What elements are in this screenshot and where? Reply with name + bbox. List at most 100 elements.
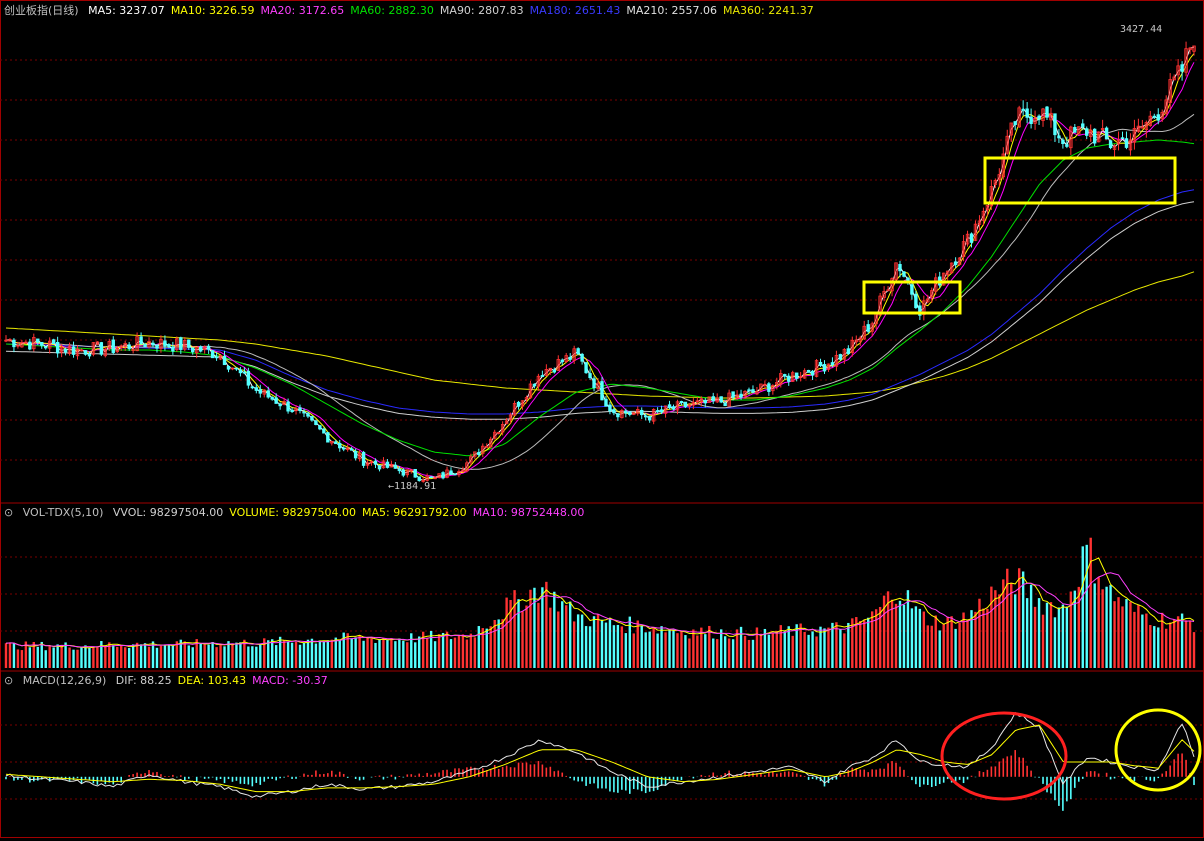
volume-bar: [827, 627, 830, 668]
candle-body: [675, 401, 680, 411]
candle-body: [1144, 122, 1149, 131]
volume-bar: [517, 599, 520, 668]
candle-body: [584, 362, 588, 374]
volume-bar: [120, 645, 123, 668]
volume-bar: [104, 645, 107, 668]
candle-body: [1089, 129, 1093, 138]
volume-bar: [203, 644, 206, 668]
volume-bar: [676, 633, 679, 668]
candle-body: [369, 461, 374, 464]
candle-body: [453, 473, 457, 476]
candlesticks: [4, 41, 1196, 483]
candle-body: [1140, 126, 1145, 129]
candle-body: [8, 339, 12, 342]
volume-bar: [366, 637, 369, 668]
volume-bar: [1010, 582, 1013, 668]
candle-body: [477, 452, 481, 456]
candle-body: [155, 344, 159, 349]
candle-body: [556, 359, 560, 371]
volume-bar: [429, 630, 433, 668]
candle-body: [977, 220, 982, 225]
candle-body: [210, 350, 215, 359]
highlight-circle-yellow: [1114, 708, 1202, 792]
volume-bar: [274, 645, 278, 668]
volume-bar: [159, 645, 163, 668]
volume-bar: [811, 631, 814, 668]
volume-bar: [48, 646, 51, 668]
candle-body: [524, 397, 529, 400]
candle-body: [965, 233, 970, 245]
candle-body: [580, 353, 584, 362]
ma60-line: [5, 139, 1195, 457]
candle-body: [1025, 108, 1029, 118]
candle-body: [771, 385, 775, 392]
candle-body: [298, 407, 302, 412]
volume-bar: [938, 630, 941, 668]
candle-body: [345, 447, 350, 450]
index-title: 创业板指(日线): [4, 4, 79, 17]
candle-body: [294, 408, 298, 412]
candle-body: [691, 401, 696, 406]
volume-bar: [1057, 607, 1061, 668]
volume-bar: [239, 642, 242, 668]
volume-bar: [1093, 583, 1096, 668]
candle-body: [810, 370, 815, 376]
candle-body: [775, 382, 779, 386]
candle-body: [699, 398, 704, 403]
volume-bar: [902, 604, 906, 668]
candle-body: [51, 339, 56, 345]
candle-body: [632, 412, 636, 415]
candle-body: [195, 346, 199, 354]
volume-bar: [672, 629, 675, 668]
ma-legend-1: MA10: 3226.59: [170, 4, 255, 17]
candle-body: [604, 398, 608, 407]
volume-bar: [719, 629, 723, 668]
volume-bar: [970, 610, 973, 668]
volume-bar: [493, 620, 496, 668]
volume-bar: [457, 635, 461, 668]
candle-body: [163, 340, 167, 347]
volume-bar: [986, 608, 989, 668]
candle-body: [711, 396, 715, 402]
candle-body: [715, 397, 719, 403]
volume-bar: [139, 644, 143, 668]
candle-body: [87, 353, 92, 357]
candle-body: [111, 339, 115, 353]
candle-body: [143, 344, 147, 348]
volume-bar: [1117, 597, 1120, 668]
candle-body: [1037, 115, 1041, 120]
volume-bar: [298, 644, 302, 668]
candle-body: [842, 349, 847, 360]
ma90-line: [5, 113, 1195, 470]
candle-body: [28, 341, 32, 350]
volume-bar: [886, 591, 890, 668]
volume-bar: [588, 626, 592, 668]
candle-body: [1021, 108, 1025, 111]
candle-body: [481, 445, 485, 454]
candle-body: [1112, 146, 1117, 150]
candle-body: [1085, 128, 1089, 136]
candle-body: [616, 413, 620, 418]
volume-bar: [549, 607, 552, 668]
candle-body: [258, 389, 262, 394]
candle-body: [147, 340, 151, 348]
volume-bar: [497, 619, 500, 668]
volume-bar: [1161, 612, 1164, 668]
volume-bars: [4, 537, 1196, 668]
candle-body: [504, 420, 509, 425]
volume-bar: [481, 628, 484, 668]
volume-bar: [668, 630, 671, 668]
macd-header: ⊙ MACD(12,26,9) DIF: 88.25 DEA: 103.43 MAC…: [4, 674, 340, 688]
volume-bar: [425, 637, 429, 668]
volume-bar: [894, 603, 898, 668]
candle-body: [834, 355, 839, 367]
volume-bar: [1029, 584, 1033, 668]
candle-body: [270, 397, 274, 400]
candle-body: [306, 413, 310, 417]
volume-bar: [441, 632, 445, 668]
candle-body: [945, 270, 950, 275]
ma-legend-3: MA60: 2882.30: [350, 4, 434, 17]
candle-body: [703, 399, 707, 404]
volume-bar: [541, 587, 544, 668]
volume-bar: [263, 638, 266, 668]
